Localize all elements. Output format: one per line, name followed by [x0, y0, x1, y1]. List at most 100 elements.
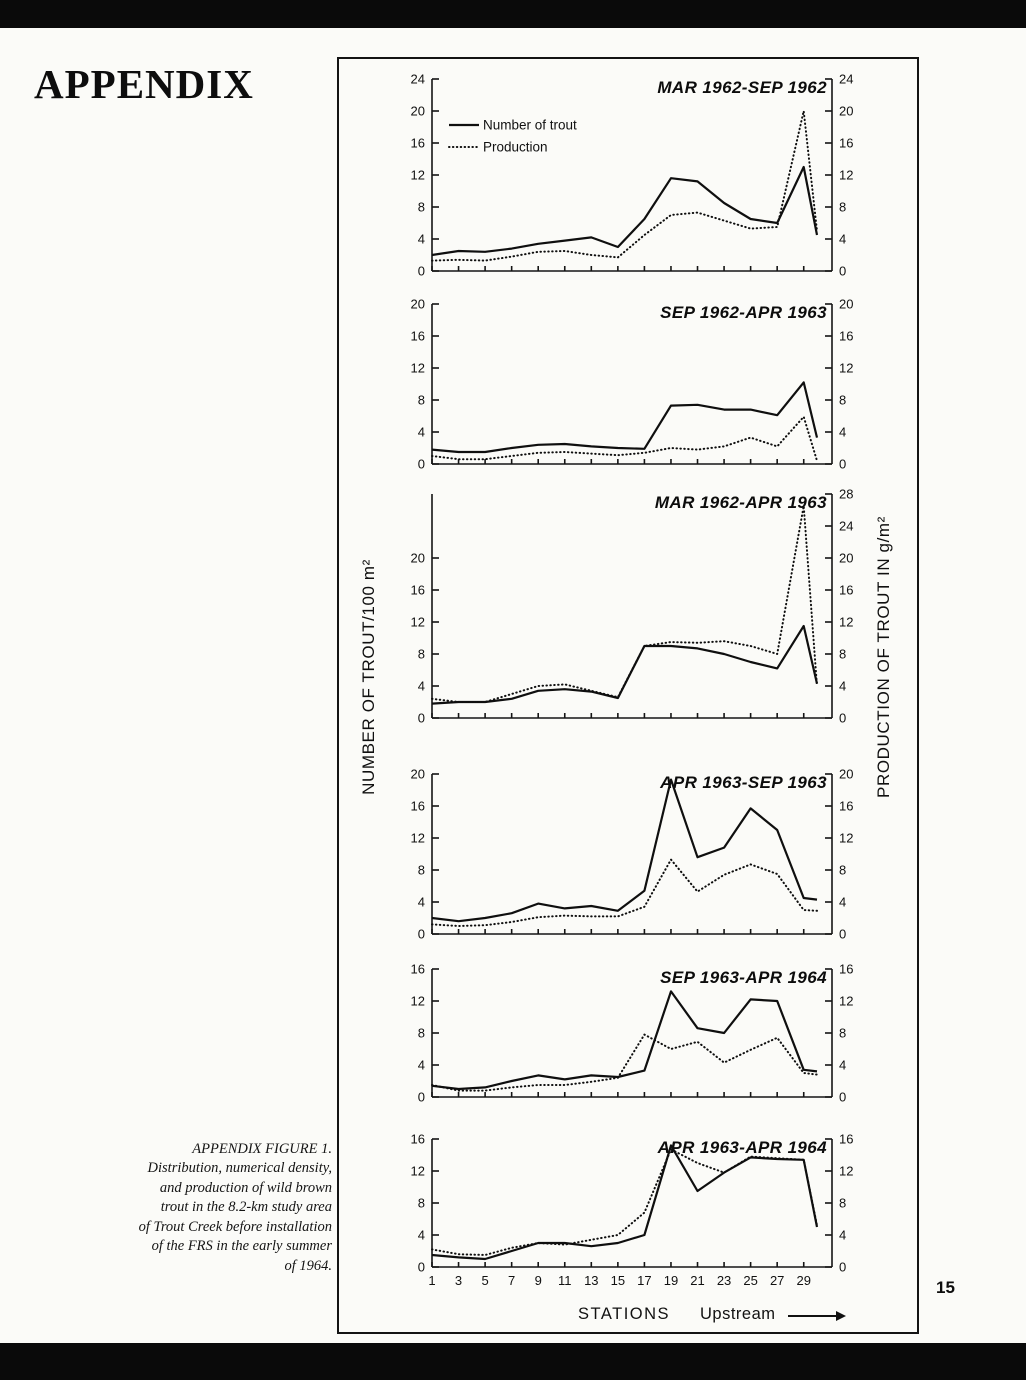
y-tick-label: 28: [839, 487, 853, 502]
y-tick-label: 24: [839, 519, 853, 534]
series-production: [431, 1148, 818, 1256]
y-tick-label: 20: [411, 104, 425, 119]
y-tick-label: 4: [418, 895, 425, 910]
y-tick-label: 12: [839, 361, 853, 376]
y-tick-label: 4: [418, 1058, 425, 1073]
legend-label: Production: [483, 140, 548, 155]
y-tick-label: 4: [839, 895, 846, 910]
charts-stack: 0 4 8 12 16 20 24 0 4 8 12 16 20 24 MAR 1962-SEP 1962 N…: [339, 59, 917, 1332]
y-tick-label: 20: [839, 297, 853, 312]
y-tick-label: 24: [411, 72, 425, 87]
y-tick-label: 4: [839, 232, 846, 247]
page-title: APPENDIX: [34, 61, 254, 107]
y-tick-label: 12: [839, 615, 853, 630]
y-tick-label: 16: [411, 799, 425, 814]
y-tick-label: 20: [411, 767, 425, 782]
y-tick-label: 8: [839, 1196, 846, 1211]
y-tick-label: 8: [418, 647, 425, 662]
y-tick-label: 8: [418, 1196, 425, 1211]
y-tick-label: 0: [418, 711, 425, 726]
y-tick-label: 16: [411, 136, 425, 151]
y-tick-label: 20: [839, 104, 853, 119]
series-production: [431, 415, 818, 462]
y-tick-label: 16: [839, 329, 853, 344]
y-tick-label: 4: [839, 679, 846, 694]
left-axis-label: NUMBER OF TROUT/100 m²: [359, 559, 378, 795]
y-tick-label: 4: [418, 425, 425, 440]
y-tick-label: 12: [839, 994, 853, 1009]
y-tick-label: 8: [839, 200, 846, 215]
series-number-of-trout: [431, 1144, 819, 1261]
y-tick-label: 4: [418, 679, 425, 694]
page-number: 15: [936, 1278, 955, 1297]
y-tick-label: 4: [839, 425, 846, 440]
legend-label: Number of trout: [483, 118, 577, 133]
series-production: [431, 110, 818, 262]
chart-title: MAR 1962-SEP 1962: [657, 78, 827, 97]
scan-edge-bottom: [0, 1343, 1026, 1380]
y-tick-label: 16: [411, 583, 425, 598]
y-tick-label: 12: [411, 1164, 425, 1179]
y-tick-label: 12: [839, 1164, 853, 1179]
chart-3: 0 4 8 12 16 20 0 4 8 12 16 20 24 28 MAR 1962-APR 1963: [411, 487, 854, 726]
y-tick-label: 16: [411, 1132, 425, 1147]
right-axis-label: PRODUCTION OF TROUT IN g/m²: [874, 516, 893, 798]
y-tick-label: 0: [839, 711, 846, 726]
x-tick-label: 27: [770, 1273, 784, 1288]
y-tick-label: 12: [411, 615, 425, 630]
caption-line: trout in the 8.2-km study area: [160, 1199, 332, 1216]
y-tick-label: 8: [839, 1026, 846, 1041]
series-production: [431, 858, 818, 927]
x-tick-label: 1: [428, 1273, 435, 1288]
chart-title: MAR 1962-APR 1963: [655, 493, 827, 512]
x-tick-label: 21: [690, 1273, 704, 1288]
caption-line: APPENDIX FIGURE 1.: [192, 1141, 332, 1157]
y-tick-label: 4: [418, 232, 425, 247]
x-tick-label: 23: [717, 1273, 731, 1288]
x-axis-label: STATIONS: [578, 1305, 671, 1323]
y-tick-label: 12: [839, 168, 853, 183]
y-tick-label: 0: [418, 1260, 425, 1275]
chart-5: 0 4 8 12 16 0 4 8 12 16 SEP 1963-APR 1964: [411, 962, 854, 1105]
y-tick-label: 20: [839, 551, 853, 566]
y-tick-label: 12: [411, 831, 425, 846]
y-tick-label: 0: [839, 457, 846, 472]
y-tick-label: 0: [418, 457, 425, 472]
y-tick-label: 8: [839, 647, 846, 662]
x-tick-label: 3: [455, 1273, 462, 1288]
y-tick-label: 12: [411, 168, 425, 183]
chart-1: 0 4 8 12 16 20 24 0 4 8 12 16 20 24 MAR 1962-SEP 1962 N…: [411, 72, 854, 279]
caption-line: of the FRS in the early summer: [151, 1238, 332, 1255]
chart-title: SEP 1962-APR 1963: [660, 303, 827, 322]
series-number-of-trout: [431, 778, 818, 923]
y-tick-label: 20: [411, 297, 425, 312]
y-tick-label: 16: [411, 329, 425, 344]
y-tick-label: 0: [839, 1260, 846, 1275]
y-tick-label: 4: [839, 1228, 846, 1243]
y-tick-label: 4: [839, 1058, 846, 1073]
y-tick-label: 16: [839, 583, 853, 598]
y-tick-label: 24: [839, 72, 853, 87]
series-number-of-trout: [431, 165, 819, 257]
y-tick-label: 8: [839, 393, 846, 408]
series-number-of-trout: [431, 381, 819, 454]
y-tick-label: 8: [839, 863, 846, 878]
y-tick-label: 20: [839, 767, 853, 782]
chart-title: APR 1963-SEP 1963: [659, 773, 827, 792]
x-tick-label: 9: [535, 1273, 542, 1288]
chart-title: SEP 1963-APR 1964: [660, 968, 827, 987]
x-tick-label: 7: [508, 1273, 515, 1288]
y-tick-label: 8: [418, 393, 425, 408]
y-tick-label: 0: [839, 1090, 846, 1105]
upstream-arrow-icon: [788, 1310, 846, 1321]
x-tick-label: 19: [664, 1273, 678, 1288]
chart-4: 0 4 8 12 16 20 0 4 8 12 16 20 APR 1963-SEP 1963: [411, 767, 854, 942]
y-tick-label: 0: [839, 264, 846, 279]
y-tick-label: 16: [411, 962, 425, 977]
chart-title: APR 1963-APR 1964: [657, 1138, 827, 1157]
figure-caption: APPENDIX FIGURE 1. Distribution, numerica…: [94, 1140, 332, 1276]
upstream-label: Upstream: [700, 1305, 776, 1323]
y-tick-label: 8: [418, 1026, 425, 1041]
x-axis-caption: STATIONS Upstream: [432, 1305, 846, 1329]
